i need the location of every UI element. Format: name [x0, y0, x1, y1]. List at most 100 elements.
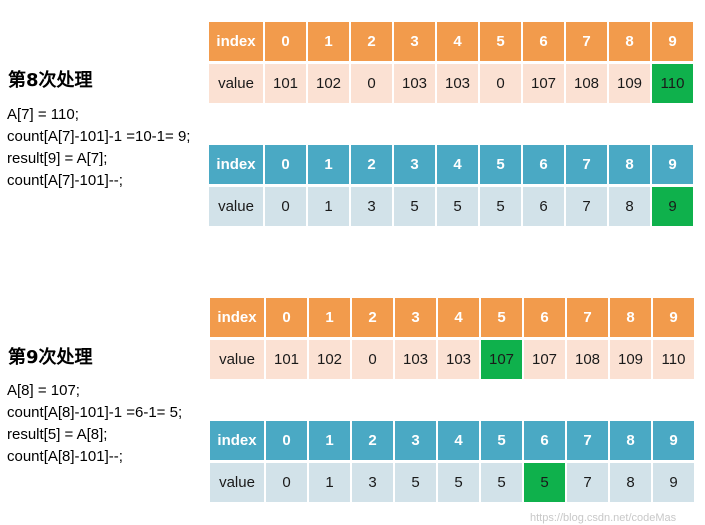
index-cell: 9	[653, 298, 694, 337]
index-cell: 3	[395, 421, 436, 460]
step-8-array-b: index 0 1 2 3 4 5 6 7 8 9 value 0 1 3 5 5 5 6 7 8 9	[207, 145, 695, 226]
index-cell: 2	[352, 421, 393, 460]
index-cell: 9	[652, 22, 693, 61]
step-9-code: A[8] = 107; count[A[8]-101]-1 =6-1= 5; r…	[7, 380, 182, 468]
index-cell: 6	[524, 298, 565, 337]
value-cell: 3	[351, 187, 392, 226]
value-cell: 0	[352, 340, 393, 379]
value-cell: 7	[566, 187, 607, 226]
value-cell: 107	[523, 64, 564, 103]
value-row-label: value	[210, 463, 264, 502]
value-row-label: value	[209, 187, 263, 226]
code-line: result[9] = A[7];	[7, 150, 108, 167]
index-cell: 6	[523, 22, 564, 61]
code-line: count[A[8]-101]--;	[7, 448, 123, 465]
value-cell: 102	[308, 64, 349, 103]
value-cell: 5	[481, 463, 522, 502]
index-cell: 8	[610, 298, 651, 337]
index-cell: 5	[481, 421, 522, 460]
value-cell: 0	[351, 64, 392, 103]
value-cell: 1	[308, 187, 349, 226]
index-cell: 8	[609, 145, 650, 184]
index-row-label: index	[210, 421, 264, 460]
code-line: count[A[7]-101]--;	[7, 172, 123, 189]
value-cell: 109	[610, 340, 651, 379]
value-cell: 103	[437, 64, 478, 103]
value-cell: 101	[266, 340, 307, 379]
value-cell: 9	[653, 463, 694, 502]
index-cell: 8	[609, 22, 650, 61]
index-cell: 0	[265, 145, 306, 184]
value-cell: 5	[395, 463, 436, 502]
value-cell: 8	[609, 187, 650, 226]
index-cell: 2	[351, 22, 392, 61]
code-line: A[7] = 110;	[7, 106, 79, 123]
index-cell: 4	[437, 22, 478, 61]
value-cell: 108	[566, 64, 607, 103]
index-row-label: index	[209, 145, 263, 184]
value-row-label: value	[209, 64, 263, 103]
code-line: count[A[7]-101]-1 =10-1= 9;	[7, 128, 191, 145]
value-cell: 110	[653, 340, 694, 379]
value-cell-highlighted: 107	[481, 340, 522, 379]
index-cell: 6	[523, 145, 564, 184]
index-cell: 7	[566, 145, 607, 184]
value-row-label: value	[210, 340, 264, 379]
value-cell: 0	[480, 64, 521, 103]
value-cell: 5	[438, 463, 479, 502]
step-8-array-a: index 0 1 2 3 4 5 6 7 8 9 value 101 102 0 103 103 0 107 108…	[207, 22, 695, 103]
index-cell: 1	[309, 298, 350, 337]
code-line: A[8] = 107;	[7, 382, 80, 399]
value-cell: 107	[524, 340, 565, 379]
index-cell: 3	[395, 298, 436, 337]
value-cell: 0	[265, 187, 306, 226]
value-cell: 8	[610, 463, 651, 502]
index-cell: 4	[437, 145, 478, 184]
value-cell: 103	[394, 64, 435, 103]
index-cell: 1	[308, 22, 349, 61]
index-cell: 1	[309, 421, 350, 460]
index-cell: 5	[481, 298, 522, 337]
value-cell: 7	[567, 463, 608, 502]
value-cell: 103	[395, 340, 436, 379]
step-9-array-a: index 0 1 2 3 4 5 6 7 8 9 value 101 102 0 103 103 107 107 1…	[208, 298, 696, 379]
index-cell: 6	[524, 421, 565, 460]
index-cell: 5	[480, 145, 521, 184]
index-cell: 7	[567, 298, 608, 337]
index-cell: 2	[352, 298, 393, 337]
step-8-title: 第8次处理	[8, 70, 93, 91]
index-row-label: index	[210, 298, 264, 337]
index-cell: 4	[438, 421, 479, 460]
index-cell: 9	[652, 145, 693, 184]
index-cell: 7	[567, 421, 608, 460]
index-cell: 4	[438, 298, 479, 337]
index-cell: 2	[351, 145, 392, 184]
code-line: result[5] = A[8];	[7, 426, 108, 443]
step-8-code: A[7] = 110; count[A[7]-101]-1 =10-1= 9; …	[7, 104, 190, 192]
value-cell: 103	[438, 340, 479, 379]
value-cell: 5	[480, 187, 521, 226]
index-cell: 0	[265, 22, 306, 61]
code-line: count[A[8]-101]-1 =6-1= 5;	[7, 404, 183, 421]
value-cell: 0	[266, 463, 307, 502]
index-cell: 1	[308, 145, 349, 184]
value-cell: 108	[567, 340, 608, 379]
value-cell-highlighted: 110	[652, 64, 693, 103]
value-cell-highlighted: 5	[524, 463, 565, 502]
step-9-array-b: index 0 1 2 3 4 5 6 7 8 9 value 0 1 3 5 5 5 5 7 8 9	[208, 421, 696, 502]
index-cell: 8	[610, 421, 651, 460]
index-cell: 0	[266, 298, 307, 337]
value-cell: 1	[309, 463, 350, 502]
value-cell: 5	[394, 187, 435, 226]
index-cell: 3	[394, 22, 435, 61]
index-row-label: index	[209, 22, 263, 61]
value-cell: 102	[309, 340, 350, 379]
index-cell: 5	[480, 22, 521, 61]
value-cell: 5	[437, 187, 478, 226]
value-cell-highlighted: 9	[652, 187, 693, 226]
index-cell: 9	[653, 421, 694, 460]
value-cell: 6	[523, 187, 564, 226]
index-cell: 7	[566, 22, 607, 61]
index-cell: 0	[266, 421, 307, 460]
watermark: https://blog.csdn.net/codeMas	[530, 512, 677, 524]
